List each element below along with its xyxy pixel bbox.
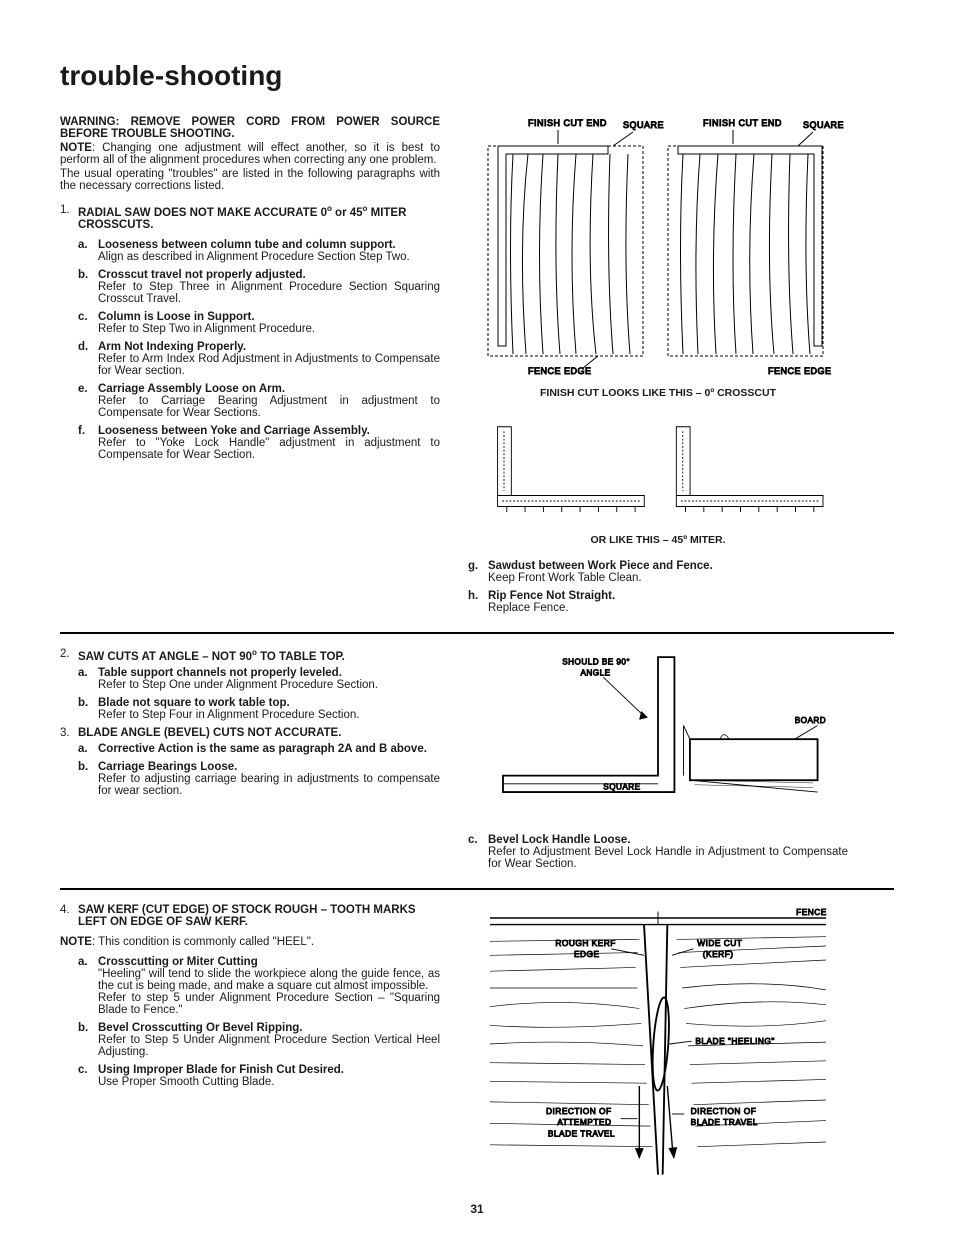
d4-da2: DIRECTION OF — [691, 1106, 757, 1116]
s1-title-a: RADIAL SAW DOES NOT MAKE ACCURATE 0 — [78, 207, 327, 219]
d4-att: ATTEMPTED — [557, 1117, 611, 1127]
section1-num: 1. — [60, 204, 78, 231]
list-item: h.Rip Fence Not Straight.Replace Fence. — [468, 590, 848, 614]
diagram-heeling: FENCE — [468, 904, 848, 1184]
list-item: b.Crosscut travel not properly adjusted.… — [78, 269, 440, 305]
s2-num: 2. — [60, 648, 78, 663]
d4-bh: BLADE "HEELING" — [695, 1036, 775, 1046]
list-item: f.Looseness between Yoke and Carriage As… — [78, 425, 440, 461]
diagram-miter — [468, 413, 848, 523]
d4-bt1: BLADE TRAVEL — [548, 1128, 615, 1138]
diagram2-caption: OR LIKE THIS – 45º MITER. — [468, 534, 848, 546]
d4-rk: ROUGH KERF — [555, 938, 616, 948]
d3-ang: ANGLE — [581, 668, 611, 677]
diagram1-caption: FINISH CUT LOOKS LIKE THIS – 0º CROSSCUT — [468, 387, 848, 399]
d4-wc: WIDE CUT — [697, 938, 742, 948]
d1-label-fce-l: FINISH CUT END — [528, 118, 607, 128]
s4-note-body: : This condition is commonly called "HEE… — [92, 936, 314, 948]
note1: NOTE: Changing one adjustment will effec… — [60, 142, 440, 166]
d4-fence: FENCE — [796, 907, 827, 917]
list-item: a.Table support channels not properly le… — [78, 667, 440, 691]
list-item: g.Sawdust between Work Piece and Fence.K… — [468, 560, 848, 584]
s4-note-label: NOTE — [60, 936, 92, 948]
section4-row: 4. SAW KERF (CUT EDGE) OF STOCK ROUGH – … — [60, 904, 894, 1195]
d4-kerf: (KERF) — [703, 949, 734, 959]
s4-num: 4. — [60, 904, 78, 928]
d4-da1: DIRECTION OF — [546, 1106, 612, 1116]
s2-title-a: SAW CUTS AT ANGLE – NOT 90 — [78, 651, 252, 663]
list-item: a.Crosscutting or Miter Cutting"Heeling"… — [78, 956, 440, 1016]
section2-header: 2. SAW CUTS AT ANGLE – NOT 90o TO TABLE … — [60, 648, 440, 663]
diagram-crosscut: FINISH CUT END SQUARE FENCE EDGE — [468, 116, 848, 376]
section1-row: WARNING: REMOVE POWER CORD FROM POWER SO… — [60, 116, 894, 620]
d3-square: SQUARE — [603, 782, 640, 791]
diagram-angle: SHOULD BE 90° ANGLE BOARD SQUARE — [468, 648, 848, 803]
list-item: c.Using Improper Blade for Finish Cut De… — [78, 1064, 440, 1088]
s4-title: SAW KERF (CUT EDGE) OF STOCK ROUGH – TOO… — [78, 904, 416, 928]
d1-label-sq-r: SQUARE — [803, 120, 844, 130]
d3-board: BOARD — [795, 716, 826, 725]
list-item: b.Blade not square to work table top.Ref… — [78, 697, 440, 721]
divider1 — [60, 632, 894, 634]
s3-num: 3. — [60, 727, 78, 739]
section4-header: 4. SAW KERF (CUT EDGE) OF STOCK ROUGH – … — [60, 904, 440, 928]
list-item: a.Corrective Action is the same as parag… — [78, 743, 440, 755]
note1-body: : Changing one adjustment will effect an… — [60, 142, 440, 166]
d1-label-fe-l: FENCE EDGE — [528, 366, 592, 376]
divider2 — [60, 888, 894, 890]
warning-text: WARNING: REMOVE POWER CORD FROM POWER SO… — [60, 116, 440, 140]
section23-row: 2. SAW CUTS AT ANGLE – NOT 90o TO TABLE … — [60, 648, 894, 876]
list-item: c.Column is Loose in Support.Refer to St… — [78, 311, 440, 335]
list-item: c.Bevel Lock Handle Loose.Refer to Adjus… — [468, 834, 848, 870]
list-item: e.Carriage Assembly Loose on Arm.Refer t… — [78, 383, 440, 419]
note1-label: NOTE — [60, 142, 92, 154]
page-number: 31 — [470, 1202, 483, 1216]
list-item: d.Arm Not Indexing Properly.Refer to Arm… — [78, 341, 440, 377]
d1-label-sq-l: SQUARE — [623, 120, 664, 130]
d4-bt2: BLADE TRAVEL — [691, 1117, 758, 1127]
section1-header: 1. RADIAL SAW DOES NOT MAKE ACCURATE 0o … — [60, 204, 440, 231]
section3-header: 3. BLADE ANGLE (BEVEL) CUTS NOT ACCURATE… — [60, 727, 440, 739]
d4-edge: EDGE — [574, 949, 600, 959]
s2-title-b: TO TABLE TOP. — [257, 651, 345, 663]
d1-label-fce-r: FINISH CUT END — [703, 118, 782, 128]
s3-title: BLADE ANGLE (BEVEL) CUTS NOT ACCURATE. — [78, 727, 341, 739]
list-item: a.Looseness between column tube and colu… — [78, 239, 440, 263]
d1-label-fe-r: FENCE EDGE — [768, 366, 832, 376]
page-title: trouble-shooting — [60, 60, 894, 92]
para2: The usual operating "troubles" are liste… — [60, 168, 440, 192]
list-item: b.Carriage Bearings Loose.Refer to adjus… — [78, 761, 440, 797]
d3-sb: SHOULD BE 90° — [562, 657, 630, 666]
section4-note: NOTE: This condition is commonly called … — [60, 936, 440, 948]
list-item: b.Bevel Crosscutting Or Bevel Ripping.Re… — [78, 1022, 440, 1058]
s1-title-b: or 45 — [332, 207, 363, 219]
